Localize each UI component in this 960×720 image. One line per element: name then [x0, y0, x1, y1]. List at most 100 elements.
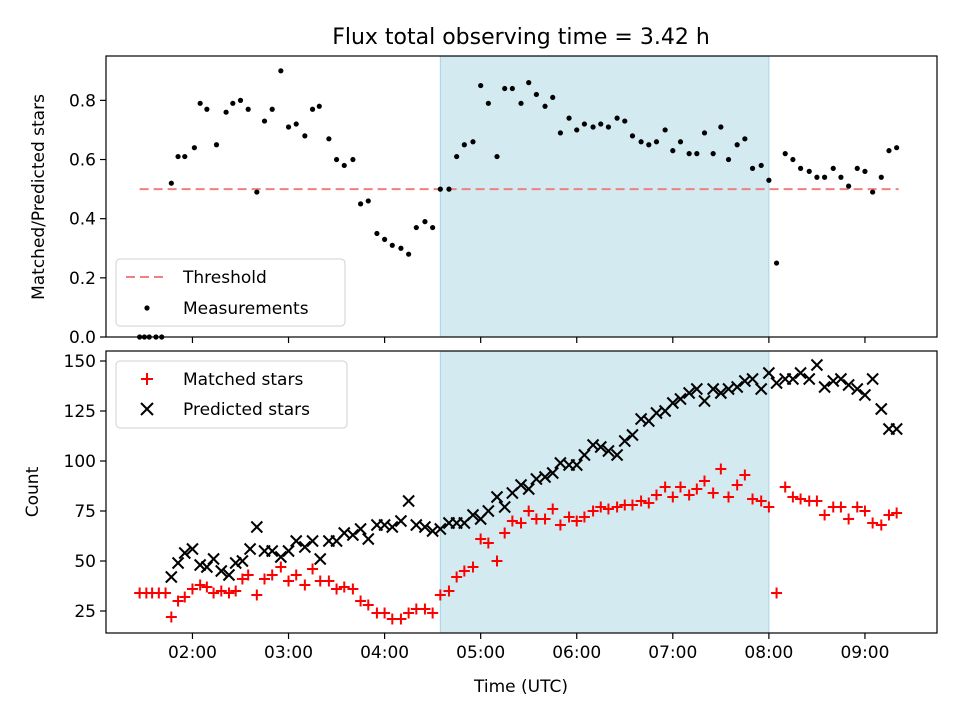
measurement-point — [446, 186, 452, 192]
x-tick-label: 03:00 — [264, 643, 313, 663]
bottom-panel-frame — [105, 350, 938, 634]
matched-star-point — [747, 493, 759, 505]
figure-title: Flux total observing time = 3.42 h — [332, 25, 710, 50]
measurement-point — [878, 174, 884, 180]
legend-measurements-swatch — [144, 305, 150, 311]
matched-star-point — [475, 533, 487, 545]
matched-star-point — [771, 587, 783, 599]
measurement-point — [518, 100, 524, 106]
measurement-point — [590, 124, 596, 130]
measurement-point — [168, 180, 174, 186]
top-y-tick-label: 0.2 — [69, 269, 96, 289]
measurement-point — [638, 139, 644, 145]
predicted-star-point — [306, 534, 319, 548]
measurement-point — [237, 97, 244, 103]
measurement-point — [710, 151, 716, 157]
predicted-star-point — [610, 448, 624, 462]
predicted-star-point — [314, 552, 327, 566]
measurement-point — [422, 219, 428, 225]
top-y-tick-label: 0.4 — [69, 210, 96, 230]
matched-star-point — [643, 497, 655, 509]
predicted-star-point — [794, 366, 807, 380]
matched-star-point — [307, 563, 319, 575]
measurement-point — [182, 153, 188, 160]
matched-star-point — [739, 469, 751, 481]
measurement-point — [677, 139, 684, 145]
measurement-point — [646, 142, 652, 148]
predicted-star-point — [362, 532, 375, 546]
matched-star-point — [275, 561, 287, 573]
bottom-y-tick-label: 50 — [74, 552, 96, 572]
matched-star-point — [547, 503, 559, 515]
bottom-y-tick-label: 150 — [64, 352, 96, 372]
predicted-star-point — [434, 522, 447, 536]
matched-star-point — [290, 569, 302, 581]
bottom-y-tick-label: 25 — [74, 602, 96, 622]
bottom-panel: 25 50 75 100 125 150 02:00 03:00 04:00 05:00 06:0… — [23, 350, 938, 697]
measurement-point — [470, 139, 476, 145]
matched-star-point — [491, 555, 503, 567]
measurement-point — [854, 165, 860, 171]
matched-star-point — [851, 501, 863, 513]
matched-star-point — [587, 505, 599, 517]
predicted-star-point — [706, 382, 720, 396]
predicted-star-point — [222, 568, 236, 582]
predicted-star-point — [866, 372, 879, 386]
predicted-star-point — [282, 544, 295, 558]
matched-star-point — [563, 511, 575, 523]
measurement-point — [862, 168, 868, 174]
matched-star-point — [650, 489, 662, 501]
matched-star-point — [165, 611, 177, 623]
measurement-point — [701, 130, 708, 136]
measurement-point — [293, 121, 299, 127]
measurement-point — [398, 245, 404, 251]
predicted-star-point — [346, 528, 360, 542]
matched-star-point — [539, 513, 551, 525]
matched-star-point — [875, 519, 887, 531]
matched-star-point — [683, 489, 695, 501]
matched-star-point — [731, 479, 743, 491]
matched-star-point — [707, 487, 719, 499]
top-ylabel: Matched/Predicted stars — [29, 94, 49, 300]
matched-star-point — [715, 463, 727, 475]
measurement-point — [191, 145, 197, 151]
matched-star-point — [835, 501, 847, 513]
matched-star-point — [362, 599, 374, 611]
matched-star-point — [172, 595, 184, 607]
measurement-point — [302, 133, 308, 139]
predicted-star-point — [386, 520, 399, 534]
matched-star-point — [395, 613, 407, 625]
matched-star-point — [699, 475, 711, 487]
measurement-point — [574, 127, 580, 133]
matched-star-point — [843, 513, 855, 525]
measurement-point — [245, 106, 251, 112]
x-tick-label: 05:00 — [456, 643, 505, 663]
measurement-point — [509, 85, 515, 92]
top-y-tick-label: 0.8 — [69, 91, 96, 111]
measurement-point — [830, 165, 836, 171]
predicted-star-point — [834, 372, 848, 386]
legend-matched-label: Matched stars — [183, 370, 303, 390]
matched-star-point — [160, 587, 172, 599]
measurement-point — [766, 177, 772, 183]
measurement-point — [430, 224, 436, 231]
measurement-point — [278, 68, 284, 74]
matched-star-point — [355, 595, 367, 607]
measurement-point — [333, 156, 340, 163]
predicted-star-point — [842, 378, 855, 392]
predicted-star-point — [762, 366, 776, 380]
matched-star-point — [434, 589, 446, 601]
measurement-point — [374, 230, 380, 237]
measurement-point — [365, 198, 371, 204]
matched-star-point — [266, 569, 278, 581]
measurement-point — [782, 151, 788, 157]
measurement-point — [316, 103, 322, 109]
matched-star-point — [674, 481, 686, 493]
predicted-star-point — [674, 392, 687, 406]
predicted-star-point — [207, 552, 220, 566]
predicted-star-point — [746, 372, 759, 386]
matched-star-point — [659, 481, 671, 493]
measurement-point — [846, 183, 852, 189]
measurement-point — [197, 100, 203, 106]
matched-star-point — [419, 603, 431, 615]
